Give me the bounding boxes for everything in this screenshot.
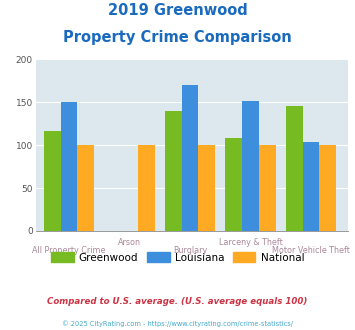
Bar bbox=[77, 145, 94, 231]
Bar bbox=[320, 145, 336, 231]
Bar bbox=[259, 145, 276, 231]
Text: Larceny & Theft: Larceny & Theft bbox=[219, 238, 282, 247]
Text: All Property Crime: All Property Crime bbox=[32, 247, 106, 255]
Bar bbox=[302, 142, 320, 231]
Bar bbox=[198, 145, 215, 231]
Bar bbox=[138, 145, 155, 231]
Bar bbox=[242, 101, 259, 231]
Text: Burglary: Burglary bbox=[173, 247, 207, 255]
Bar bbox=[182, 85, 198, 231]
Text: Motor Vehicle Theft: Motor Vehicle Theft bbox=[272, 247, 350, 255]
Bar bbox=[286, 106, 302, 231]
Bar bbox=[165, 111, 182, 231]
Text: 2019 Greenwood: 2019 Greenwood bbox=[108, 3, 247, 18]
Text: Arson: Arson bbox=[118, 238, 141, 247]
Bar bbox=[61, 102, 77, 231]
Legend: Greenwood, Louisiana, National: Greenwood, Louisiana, National bbox=[47, 248, 308, 267]
Text: © 2025 CityRating.com - https://www.cityrating.com/crime-statistics/: © 2025 CityRating.com - https://www.city… bbox=[62, 320, 293, 327]
Text: Property Crime Comparison: Property Crime Comparison bbox=[63, 30, 292, 45]
Bar bbox=[225, 138, 242, 231]
Bar bbox=[44, 131, 61, 231]
Text: Compared to U.S. average. (U.S. average equals 100): Compared to U.S. average. (U.S. average … bbox=[47, 297, 308, 306]
